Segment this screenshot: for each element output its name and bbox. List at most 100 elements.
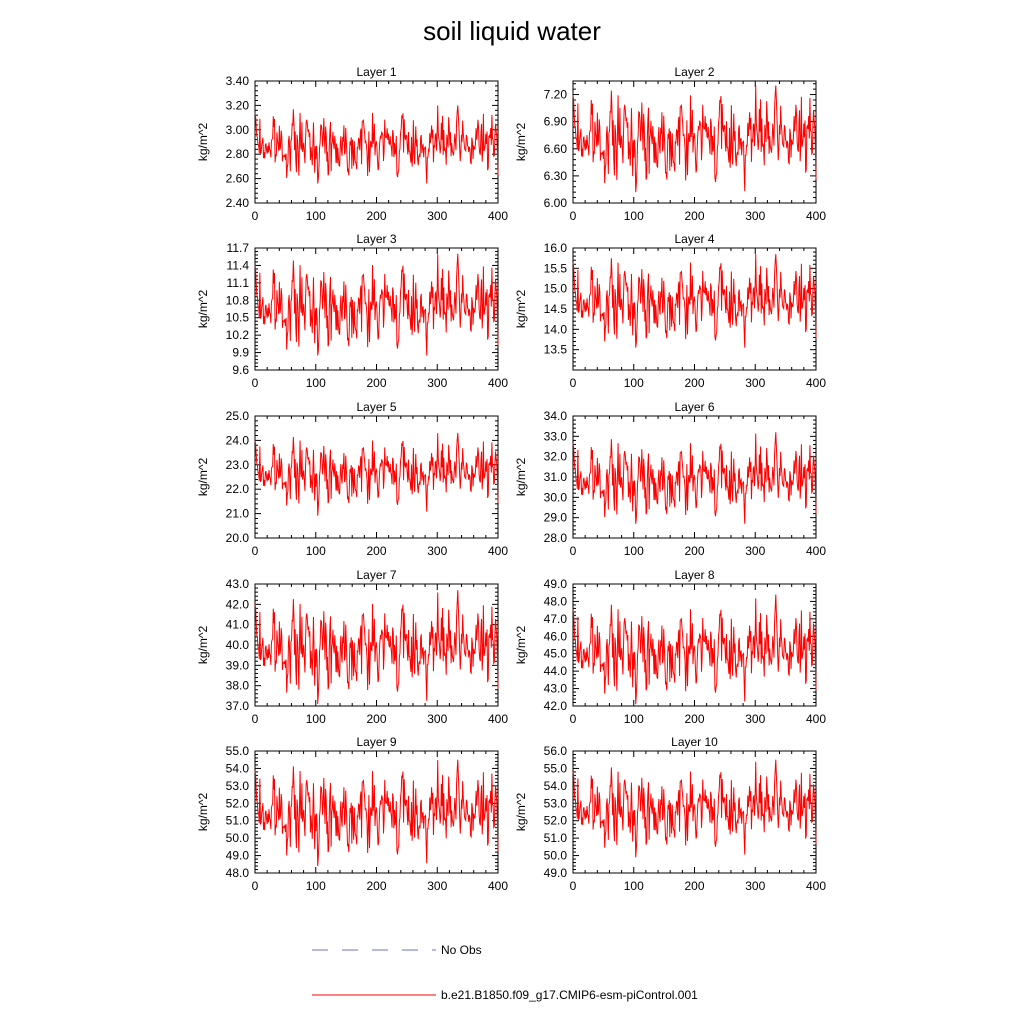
y-tick-label: 15.5: [544, 261, 568, 275]
y-tick-label: 11.7: [227, 241, 250, 255]
x-tick-label: 100: [306, 209, 326, 223]
y-tick-label: 6.30: [544, 169, 568, 183]
y-tick-label: 51.0: [544, 831, 568, 845]
y-tick-label: 21.0: [226, 507, 250, 521]
y-tick-label: 9.9: [232, 346, 249, 360]
series-line: [572, 432, 817, 524]
y-tick-label: 33.0: [544, 429, 568, 443]
y-tick-label: 13.5: [544, 343, 568, 357]
figure-title: soil liquid water: [423, 16, 601, 46]
y-tick-label: 30.0: [544, 490, 568, 504]
panel-title: Layer 1: [356, 65, 396, 79]
x-tick-label: 400: [806, 879, 826, 893]
x-tick-label: 100: [624, 544, 644, 558]
y-tick-label: 34.0: [544, 409, 568, 423]
panel-layer-7: Layer 7 kg/m^2 0 100 200 300 400 37.0 38.0 39.0 40…: [196, 568, 508, 726]
panels: Layer 1 kg/m^2 0 100 200 300 400 2.40 2.60 2.80 3.…: [196, 65, 826, 893]
x-tick-label: 400: [488, 376, 508, 390]
y-tick-label: 2.60: [226, 172, 250, 186]
x-tick-label: 300: [427, 376, 447, 390]
x-tick-label: 200: [684, 376, 704, 390]
y-tick-label: 51.0: [226, 814, 250, 828]
x-tick-label: 200: [684, 209, 704, 223]
x-tick-label: 400: [488, 209, 508, 223]
x-tick-label: 0: [252, 376, 259, 390]
series-line: [572, 594, 817, 705]
panel-title: Layer 8: [674, 568, 714, 582]
x-tick-label: 0: [570, 209, 577, 223]
plot-frame: [572, 247, 817, 371]
y-tick-label: 37.0: [226, 699, 250, 713]
x-tick-label: 200: [684, 544, 704, 558]
panel-layer-4: Layer 4 kg/m^2 0 100 200 300 400 13.5 14.0 14.5 15…: [514, 232, 826, 390]
x-tick-label: 200: [366, 879, 386, 893]
series-line: [572, 85, 817, 193]
x-tick-label: 300: [427, 712, 447, 726]
y-axis-label: kg/m^2: [196, 123, 210, 162]
x-tick-label: 300: [427, 544, 447, 558]
y-tick-label: 50.0: [226, 831, 250, 845]
x-tick-label: 400: [806, 376, 826, 390]
x-tick-label: 0: [570, 879, 577, 893]
y-axis-label: kg/m^2: [514, 626, 528, 665]
series-line: [254, 253, 499, 356]
x-tick-label: 400: [806, 209, 826, 223]
y-tick-label: 7.20: [544, 88, 568, 102]
x-tick-label: 300: [745, 209, 765, 223]
y-axis-label: kg/m^2: [514, 793, 528, 832]
panel-title: Layer 5: [356, 400, 396, 414]
x-tick-label: 400: [488, 879, 508, 893]
x-tick-label: 100: [624, 879, 644, 893]
panel-layer-3: Layer 3 kg/m^2 0 100 200 300 400 9.6 9.9 10.2 10.5…: [196, 232, 508, 390]
panel-title: Layer 4: [674, 232, 714, 246]
series-line: [572, 759, 817, 858]
y-tick-label: 43.0: [544, 682, 568, 696]
y-tick-label: 54.0: [544, 779, 568, 793]
y-axis-label: kg/m^2: [196, 458, 210, 497]
x-tick-label: 300: [745, 879, 765, 893]
x-tick-label: 100: [624, 712, 644, 726]
y-tick-label: 29.0: [544, 511, 568, 525]
x-tick-label: 300: [427, 879, 447, 893]
x-tick-label: 0: [252, 879, 259, 893]
y-tick-label: 2.80: [226, 147, 250, 161]
series-line: [572, 254, 817, 348]
y-tick-label: 22.0: [226, 482, 250, 496]
panel-title: Layer 2: [674, 65, 714, 79]
y-tick-label: 41.0: [226, 618, 250, 632]
y-tick-label: 43.0: [226, 577, 250, 591]
panel-layer-6: Layer 6 kg/m^2 0 100 200 300 400 28.0 29.0 30.0 31…: [514, 400, 826, 558]
y-tick-label: 25.0: [226, 409, 250, 423]
y-tick-label: 10.5: [226, 311, 250, 325]
x-tick-label: 0: [570, 376, 577, 390]
y-tick-label: 31.0: [544, 470, 568, 484]
x-tick-label: 0: [252, 544, 259, 558]
x-tick-label: 100: [306, 544, 326, 558]
y-tick-label: 23.0: [226, 458, 250, 472]
x-tick-label: 300: [745, 376, 765, 390]
y-tick-label: 3.00: [226, 123, 250, 137]
y-tick-label: 6.90: [544, 115, 568, 129]
y-tick-label: 53.0: [544, 796, 568, 810]
y-tick-label: 38.0: [226, 679, 250, 693]
y-tick-label: 49.0: [226, 849, 250, 863]
legend-case-label: b.e21.B1850.f09_g17.CMIP6-esm-piControl.…: [441, 988, 698, 1002]
y-tick-label: 48.0: [544, 594, 568, 608]
x-tick-label: 0: [570, 712, 577, 726]
panel-title: Layer 6: [674, 400, 714, 414]
x-tick-label: 300: [745, 544, 765, 558]
x-tick-label: 0: [252, 209, 259, 223]
x-tick-label: 0: [570, 544, 577, 558]
y-tick-label: 49.0: [544, 866, 568, 880]
y-axis-label: kg/m^2: [514, 458, 528, 497]
y-tick-label: 42.0: [226, 597, 250, 611]
y-tick-label: 20.0: [226, 531, 250, 545]
x-tick-label: 200: [366, 544, 386, 558]
y-tick-label: 6.60: [544, 142, 568, 156]
x-tick-label: 100: [306, 879, 326, 893]
panel-title: Layer 7: [356, 568, 396, 582]
y-tick-label: 6.00: [544, 196, 568, 210]
y-tick-label: 55.0: [226, 744, 250, 758]
x-tick-label: 400: [806, 712, 826, 726]
series-line: [254, 590, 499, 704]
